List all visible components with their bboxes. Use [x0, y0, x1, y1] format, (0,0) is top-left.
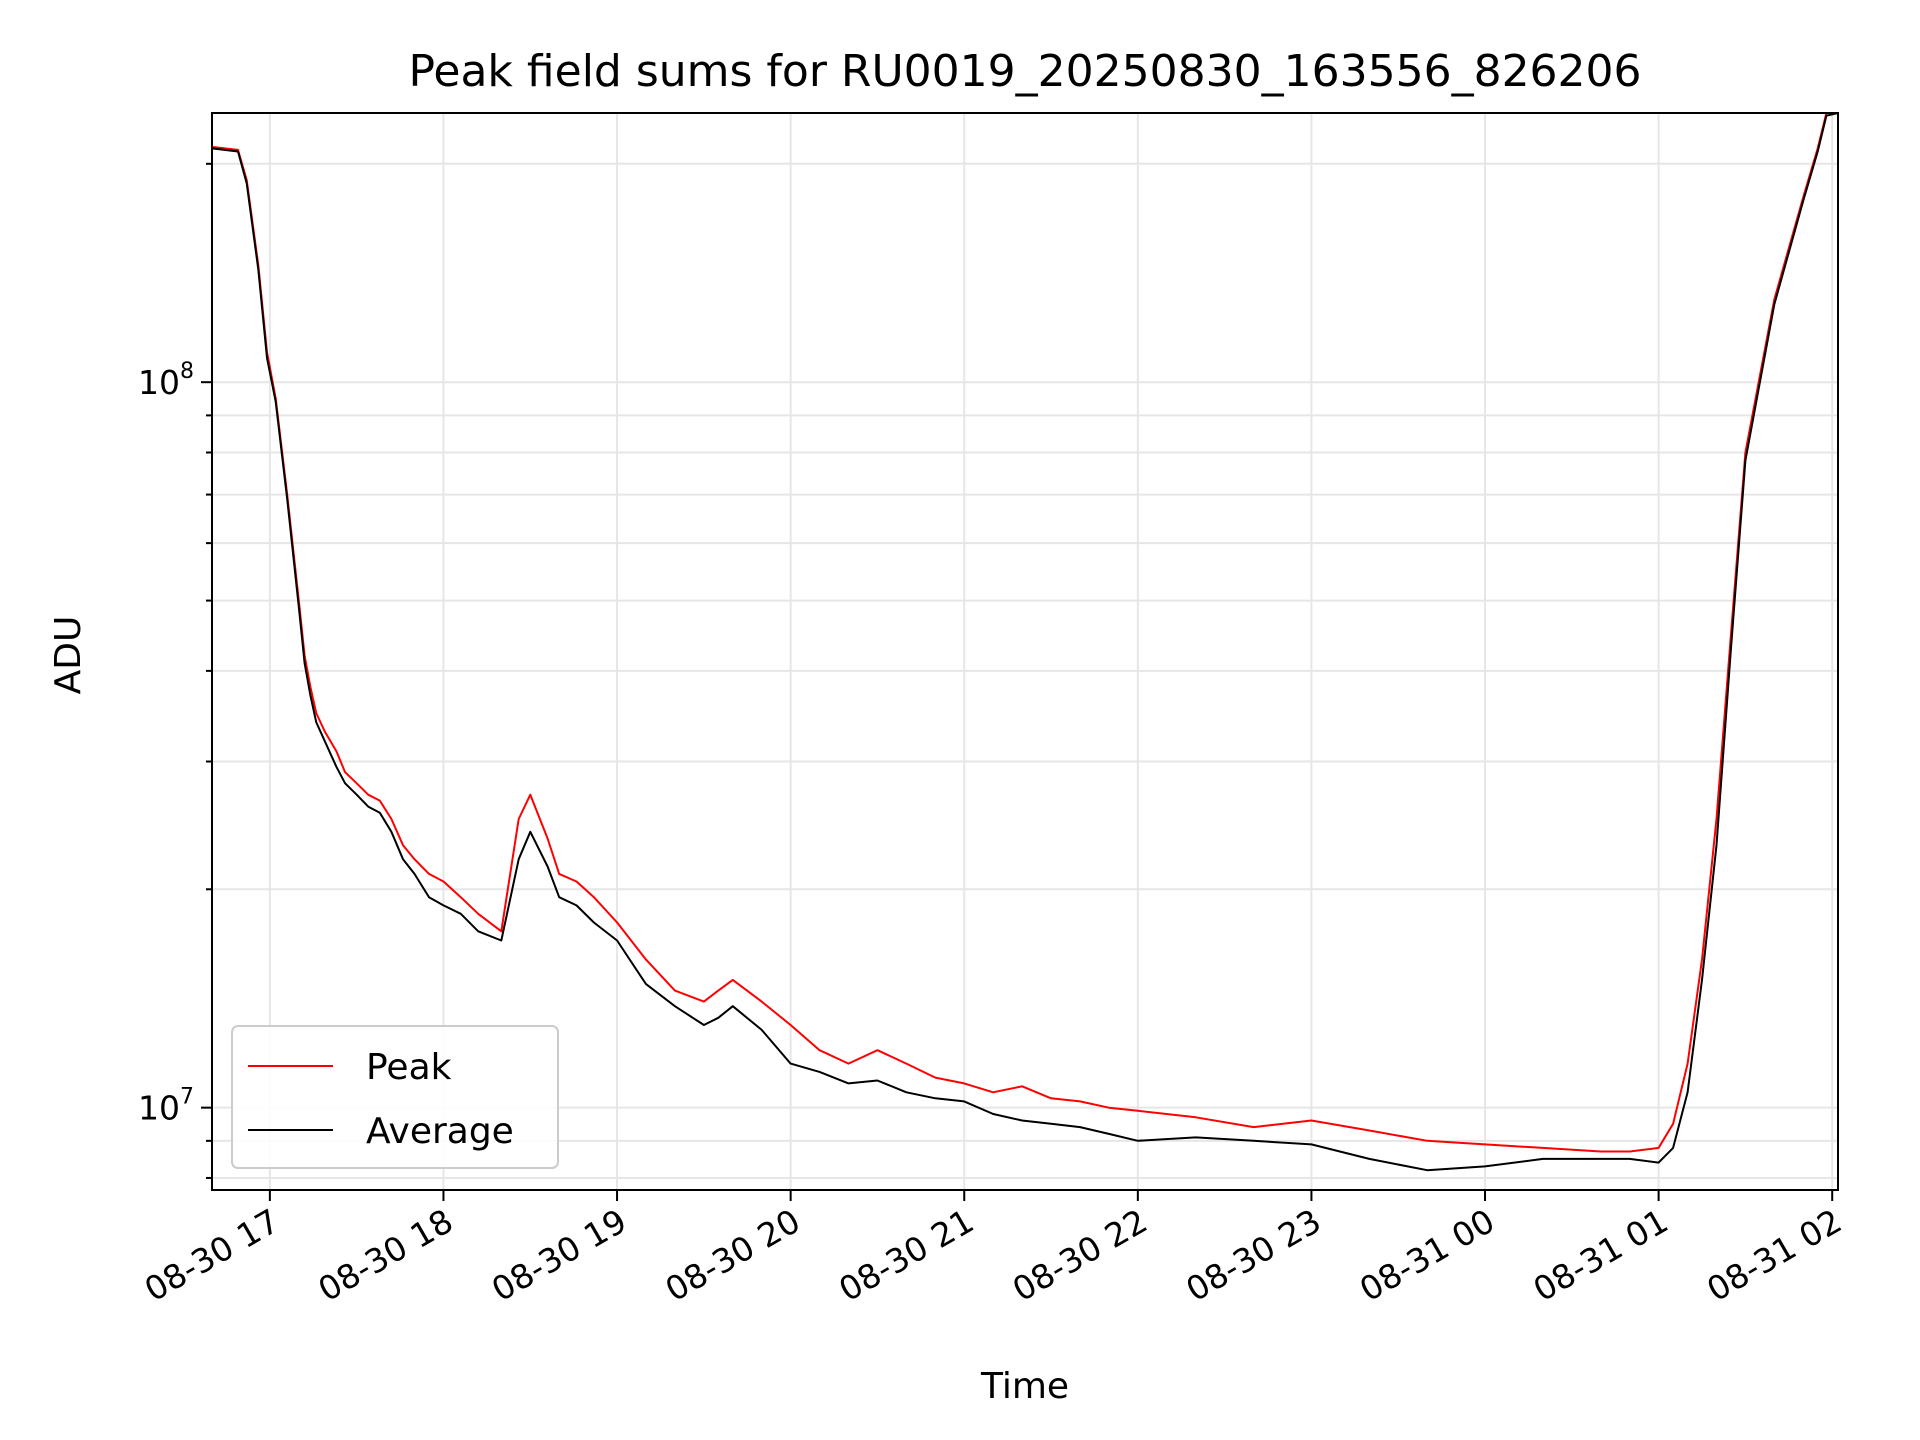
- x-axis-label: Time: [980, 1366, 1069, 1407]
- y-tick-label-base: 10: [138, 363, 180, 402]
- grid-lines: [212, 113, 1838, 1190]
- plot-series: [211, 112, 1839, 1172]
- legend-label-average: Average: [366, 1111, 514, 1152]
- y-tick-label: 108: [138, 359, 194, 402]
- series-line-average: [211, 112, 1839, 1172]
- legend-box: [231, 1025, 559, 1169]
- y-tick-label-exponent: 7: [180, 1085, 194, 1110]
- series-line-peak: [211, 112, 1838, 1153]
- plot-area-frame: [211, 112, 1839, 1191]
- y-tick-label-base: 10: [138, 1089, 180, 1128]
- y-tick-label: 107: [138, 1085, 194, 1128]
- y-tick-label-exponent: 8: [180, 359, 194, 384]
- y-axis-label: ADU: [48, 616, 89, 695]
- chart-title: Peak field sums for RU0019_20250830_1635…: [408, 46, 1641, 97]
- legend-label-peak: Peak: [366, 1047, 452, 1088]
- legend: Peak Average: [231, 1025, 559, 1169]
